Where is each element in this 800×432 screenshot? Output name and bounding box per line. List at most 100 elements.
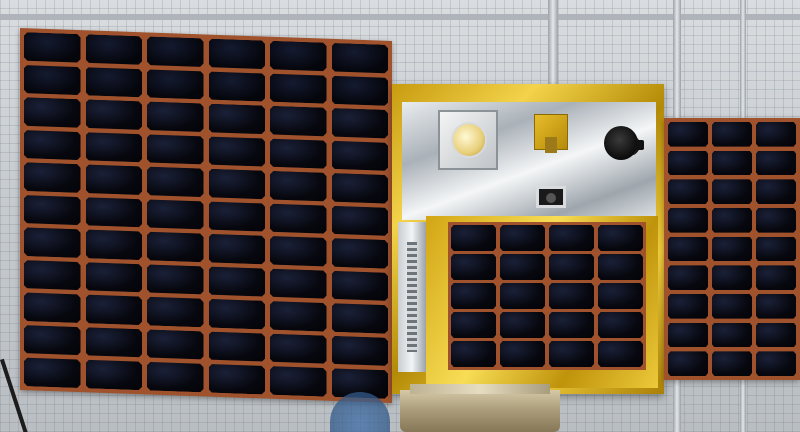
solar-cell <box>332 336 389 367</box>
solar-cell <box>24 130 81 161</box>
solar-cell <box>147 362 204 393</box>
solar-cell <box>147 297 204 328</box>
solar-cell <box>332 271 389 302</box>
solar-cell <box>756 207 796 233</box>
solar-cell <box>86 230 143 261</box>
solar-cell <box>668 150 708 176</box>
solar-cell <box>500 225 545 251</box>
solar-cell <box>24 162 81 193</box>
solar-cell <box>24 32 81 63</box>
solar-cell <box>598 283 643 309</box>
solar-cell <box>147 199 204 230</box>
solar-cell <box>451 254 496 280</box>
solar-cell <box>270 73 327 104</box>
solar-cell <box>147 264 204 295</box>
solar-cell <box>451 341 496 367</box>
solar-cell <box>712 179 752 204</box>
solar-cell <box>712 293 752 319</box>
solar-cell <box>332 43 389 74</box>
solar-cell <box>270 203 327 234</box>
solar-cell <box>24 195 81 226</box>
solar-cell <box>270 106 327 137</box>
solar-cell <box>270 41 327 72</box>
mount-pedestal <box>400 384 560 432</box>
star-tracker-icon <box>604 126 638 160</box>
solar-cell <box>209 39 266 70</box>
solar-cell <box>549 341 594 367</box>
solar-cell <box>209 364 266 395</box>
solar-cell <box>86 295 143 326</box>
solar-cell <box>756 293 796 319</box>
solar-cell <box>270 171 327 202</box>
ceiling-rail <box>0 14 800 20</box>
solar-cell <box>24 65 81 96</box>
lens-tab <box>634 140 644 150</box>
solar-cell <box>549 254 594 280</box>
solar-cell <box>332 206 389 237</box>
left-solar-wing <box>20 28 392 403</box>
solar-cell <box>86 327 143 358</box>
solar-cell <box>756 265 796 290</box>
solar-cell <box>756 322 796 348</box>
solar-cell <box>24 292 81 323</box>
solar-cell <box>598 312 643 338</box>
solar-cell <box>500 341 545 367</box>
solar-cell <box>147 102 204 133</box>
solar-cell <box>24 325 81 356</box>
solar-cell <box>147 167 204 198</box>
solar-cell <box>147 69 204 100</box>
solar-cell <box>86 360 143 391</box>
solar-cell <box>668 351 708 376</box>
solar-cell <box>712 351 752 376</box>
solar-cell <box>451 225 496 251</box>
solar-cell <box>147 36 204 67</box>
solar-cell <box>668 322 708 348</box>
solar-cell <box>332 173 389 204</box>
solar-cell <box>500 312 545 338</box>
solar-cell <box>270 334 327 365</box>
solar-cell <box>756 179 796 204</box>
solar-cell <box>598 225 643 251</box>
solar-cell <box>209 71 266 102</box>
solar-cell <box>549 283 594 309</box>
solar-cell <box>147 329 204 360</box>
solar-cell <box>147 134 204 165</box>
solar-cell <box>24 358 81 389</box>
solar-cell <box>86 67 143 98</box>
solar-cell <box>209 299 266 330</box>
solar-cell <box>332 108 389 139</box>
solar-cell <box>756 236 796 262</box>
solar-cell <box>598 254 643 280</box>
solar-cell <box>209 136 266 167</box>
solar-cell <box>549 312 594 338</box>
solar-cell <box>209 169 266 200</box>
solar-cell <box>756 122 796 147</box>
solar-cell <box>209 201 266 232</box>
sun-sensor-icon <box>438 110 498 170</box>
solar-cell <box>270 138 327 169</box>
solar-cell <box>24 260 81 291</box>
solar-cell <box>756 150 796 176</box>
solar-cell <box>270 301 327 332</box>
solar-cell <box>756 351 796 376</box>
solar-cell <box>24 97 81 128</box>
solar-cell <box>332 141 389 172</box>
solar-cell <box>668 179 708 204</box>
solar-cell <box>147 232 204 263</box>
solar-cell <box>270 236 327 267</box>
solar-cell <box>270 269 327 300</box>
solar-cell <box>86 197 143 228</box>
solar-cell <box>332 75 389 106</box>
bracket-icon <box>534 114 568 153</box>
solar-cell <box>668 293 708 319</box>
solar-cell <box>712 322 752 348</box>
solar-cell <box>86 164 143 195</box>
solar-cell <box>668 265 708 290</box>
solar-cell <box>500 283 545 309</box>
solar-cell <box>86 262 143 293</box>
solar-cell <box>500 254 545 280</box>
solar-cell <box>712 265 752 290</box>
body-solar-array <box>448 222 646 370</box>
solar-cell <box>209 104 266 135</box>
